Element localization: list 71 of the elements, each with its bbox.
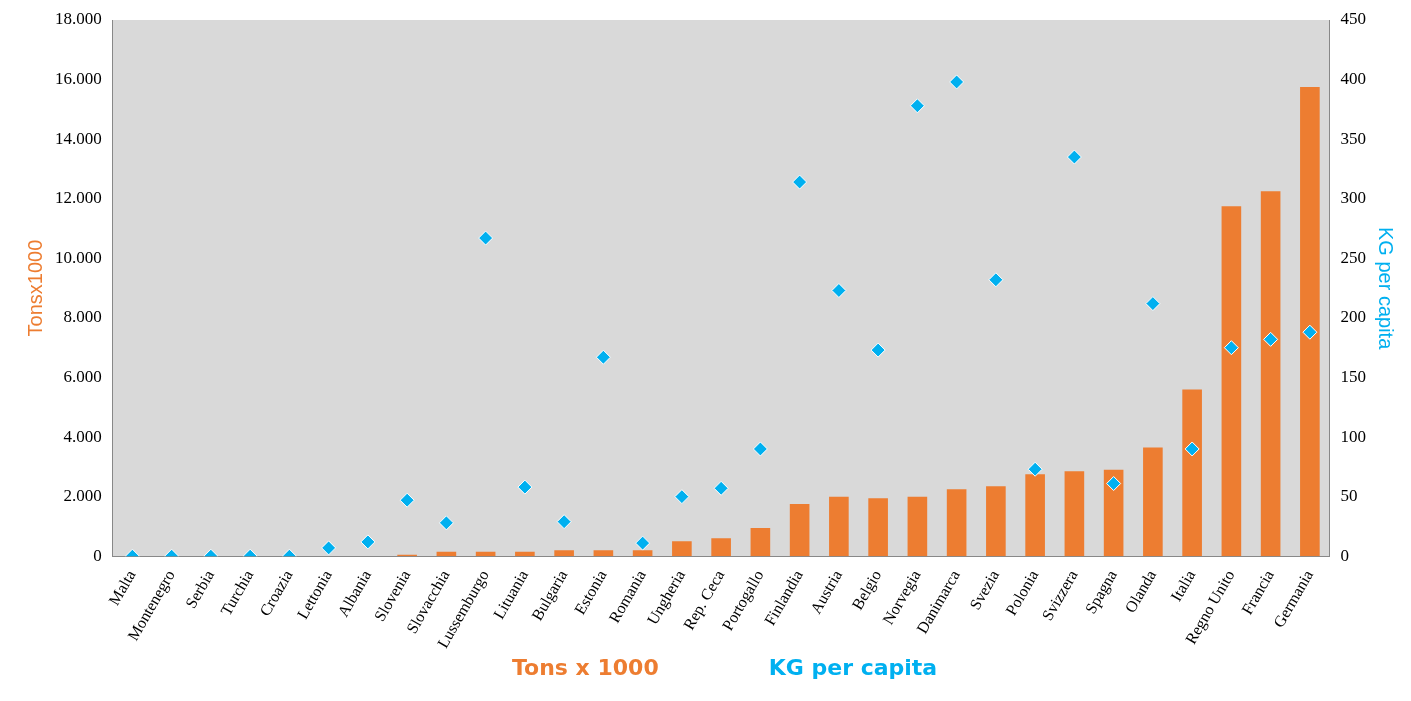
point — [949, 74, 965, 90]
y-tick-label: 14.000 — [55, 128, 102, 148]
point — [1106, 476, 1122, 492]
y-tick-label: 18.000 — [55, 9, 102, 29]
point — [399, 492, 415, 508]
point — [713, 480, 729, 496]
bar — [946, 489, 967, 557]
text: KG per capita — [768, 655, 938, 680]
point — [360, 534, 376, 550]
bar — [632, 550, 653, 557]
point — [909, 98, 925, 114]
point — [478, 230, 494, 246]
y2-tick-label: 300 — [1340, 188, 1366, 208]
point — [988, 272, 1004, 288]
y2-axis-title: KG per capita — [1375, 226, 1398, 351]
bar — [554, 550, 574, 557]
y2-tick-label: 200 — [1340, 307, 1366, 327]
bar — [711, 538, 731, 557]
y-axis-title: Tonsx1000 — [23, 239, 46, 337]
y-tick-label: 8.000 — [63, 307, 102, 327]
point — [674, 489, 690, 505]
bar — [1300, 87, 1320, 557]
y2-tick-label: 0 — [1340, 545, 1349, 565]
bar — [1103, 469, 1124, 557]
bar — [1260, 191, 1281, 557]
y-tick-label: 10.000 — [55, 247, 102, 267]
y-tick-label: 0 — [93, 545, 102, 565]
bar — [1025, 474, 1045, 557]
y2-tick-label: 100 — [1340, 426, 1366, 446]
y-tick-label: 16.000 — [55, 69, 102, 89]
point — [792, 174, 808, 190]
bar — [1182, 389, 1202, 557]
bar — [829, 496, 849, 557]
point — [1184, 441, 1200, 457]
point — [635, 535, 651, 551]
y2-tick-label: 150 — [1340, 366, 1366, 386]
y2-tick-label: 350 — [1340, 128, 1366, 148]
point — [321, 540, 337, 556]
y-tick-label: 6.000 — [63, 366, 102, 386]
text: Tons x 1000 — [512, 655, 659, 680]
y-tick-label: 2.000 — [63, 486, 102, 506]
bar — [868, 498, 888, 557]
bar — [593, 550, 614, 557]
bar — [672, 541, 692, 557]
point — [438, 515, 454, 531]
point — [595, 349, 611, 365]
point — [556, 514, 572, 530]
bar — [515, 551, 535, 557]
point — [517, 479, 533, 495]
bar — [750, 527, 771, 557]
point — [1223, 340, 1239, 356]
y2-tick-label: 250 — [1340, 247, 1366, 267]
point — [1302, 324, 1318, 340]
point — [1066, 149, 1082, 165]
bar — [1064, 471, 1085, 557]
y2-tick-label: 50 — [1340, 486, 1358, 506]
point — [870, 342, 886, 358]
y2-tick-label: 450 — [1340, 9, 1366, 29]
bar — [986, 486, 1006, 557]
y2-tick-label: 400 — [1340, 69, 1366, 89]
point — [752, 441, 768, 457]
point — [831, 282, 847, 298]
point — [1145, 296, 1161, 312]
y-tick-label: 12.000 — [55, 188, 102, 208]
bar — [1221, 206, 1242, 557]
bar — [789, 504, 810, 557]
point — [1027, 461, 1043, 477]
point — [1263, 331, 1279, 347]
bar — [1143, 447, 1163, 557]
y-tick-label: 4.000 — [63, 426, 102, 446]
bar — [907, 496, 928, 557]
